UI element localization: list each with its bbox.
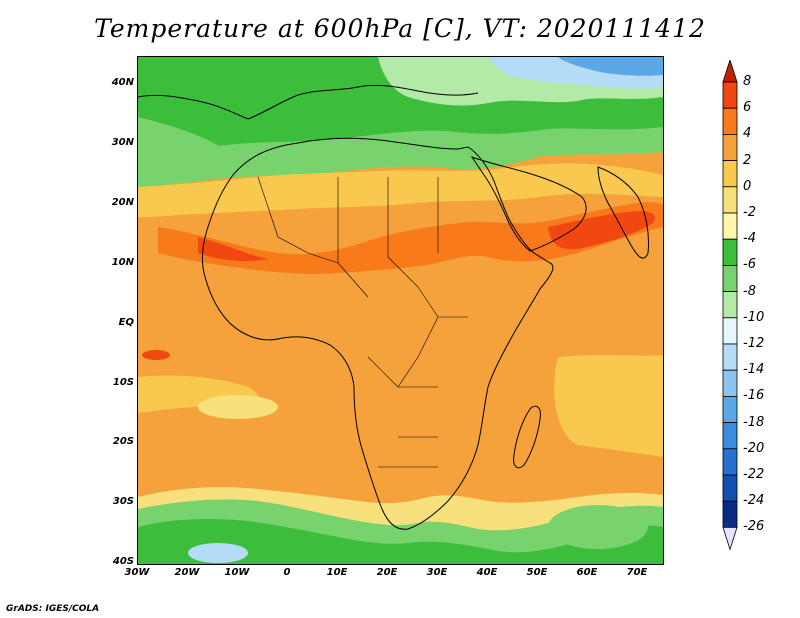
cold-north-blue xyxy=(558,57,663,76)
colorbar-swatch xyxy=(722,291,738,319)
cold-south-green xyxy=(138,519,663,564)
colorbar-swatch xyxy=(722,448,738,476)
colorbar-label: 0 xyxy=(743,178,752,194)
colorbar-swatch xyxy=(722,474,738,502)
map-title: Temperature at 600hPa [C], VT: 202011141… xyxy=(94,14,706,43)
colorbar-label: -14 xyxy=(743,362,765,378)
lon-label-70e: 70E xyxy=(626,567,648,578)
colorbar-label: -4 xyxy=(743,231,756,247)
cold-west-lobe xyxy=(138,117,228,159)
yellow-patch-indian-ocean xyxy=(554,355,663,457)
lat-label-20s: 20S xyxy=(112,436,134,447)
colorbar-swatch xyxy=(722,500,738,528)
colorbar-bottom-triangle xyxy=(722,527,738,551)
colorbar-label: -26 xyxy=(743,519,765,535)
cold-south-blue-patch xyxy=(188,543,248,563)
colorbar-swatch xyxy=(722,134,738,162)
colorbar-label: 2 xyxy=(743,152,752,168)
colorbar-swatch xyxy=(722,238,738,266)
colorbar-label: -2 xyxy=(743,205,756,220)
lat-label-20n: 20N xyxy=(111,197,134,208)
colorbar-swatch xyxy=(722,317,738,345)
country-borders xyxy=(257,176,468,468)
lon-label-20w: 20W xyxy=(174,567,200,578)
lat-label-10n: 10N xyxy=(111,257,134,268)
hot-core-west xyxy=(198,237,268,261)
lat-label-eq: EQ xyxy=(118,317,134,328)
africa-outline xyxy=(201,137,554,530)
lon-label-20e: 20E xyxy=(376,567,398,578)
colorbar-label: -10 xyxy=(743,309,765,325)
colorbar-label: -24 xyxy=(743,493,765,509)
colorbar-swatch xyxy=(722,212,738,240)
lon-label-50e: 50E xyxy=(526,567,548,578)
colorbar-swatch xyxy=(722,160,738,188)
colorbar-label: -22 xyxy=(743,467,765,482)
colorbar-swatch xyxy=(722,186,738,214)
lat-label-10s: 10S xyxy=(112,377,134,388)
colorbar-label: -6 xyxy=(743,257,756,273)
colorbar-swatch xyxy=(722,422,738,450)
colorbar-swatch xyxy=(722,107,738,135)
colorbar-swatch xyxy=(722,81,738,109)
hot-core-arabia xyxy=(548,211,655,250)
map-panel xyxy=(137,56,664,565)
colorbar-label: -20 xyxy=(743,440,765,456)
colorbar-label: -16 xyxy=(743,388,765,404)
india-outline xyxy=(597,166,649,259)
lon-label-0: 0 xyxy=(283,567,291,578)
lon-label-30w: 30W xyxy=(124,567,150,578)
hot-spot-west xyxy=(142,350,170,360)
cold-southeast-patch xyxy=(548,505,648,549)
yellow-band-north xyxy=(138,163,663,217)
hot-band xyxy=(158,202,663,274)
europe-coast xyxy=(138,84,479,120)
lon-label-60e: 60E xyxy=(576,567,598,578)
madagascar-outline xyxy=(513,405,541,469)
colorbar-swatch xyxy=(722,264,738,292)
colorbar-label: 6 xyxy=(743,100,752,116)
colorbar-label: -12 xyxy=(743,336,765,351)
credit-text: GrADS: IGES/COLA xyxy=(6,604,100,614)
temperature-field xyxy=(138,57,663,564)
lat-label-40n: 40N xyxy=(111,77,134,88)
colorbar-top-triangle xyxy=(722,60,738,83)
colorbar-label: -18 xyxy=(743,414,765,430)
colorbar xyxy=(722,60,738,551)
lon-label-40e: 40E xyxy=(476,567,498,578)
pale-patch-southwest xyxy=(198,395,278,419)
lon-label-10e: 10E xyxy=(326,567,348,578)
lat-label-30n: 30N xyxy=(111,137,134,148)
colorbar-label: -8 xyxy=(743,283,756,299)
arabia-outline xyxy=(470,155,587,252)
colorbar-swatch xyxy=(722,369,738,397)
lon-label-10w: 10W xyxy=(224,567,250,578)
lat-label-30s: 30S xyxy=(112,496,134,507)
lon-label-30e: 30E xyxy=(426,567,448,578)
lat-label-40s: 40S xyxy=(112,556,134,567)
colorbar-label: 8 xyxy=(743,74,752,89)
colorbar-label: 4 xyxy=(743,126,752,142)
colorbar-swatch xyxy=(722,343,738,371)
colorbar-swatch xyxy=(722,395,738,423)
